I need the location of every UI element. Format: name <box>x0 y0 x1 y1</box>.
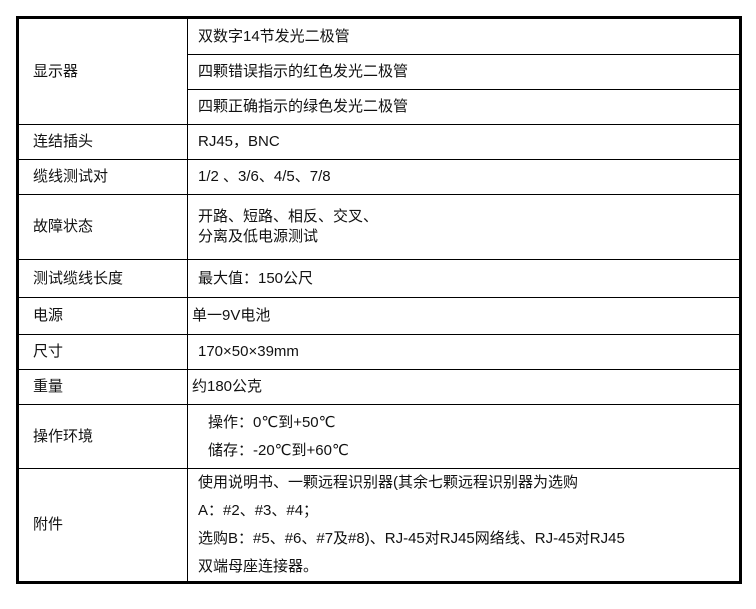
spec-label: 电源 <box>17 297 188 335</box>
table-row: 故障状态 开路、短路、相反、交叉、 分离及低电源测试 <box>17 194 741 260</box>
value-line: 使用说明书、一颗远程识别器(其余七颗远程识别器为选购 <box>198 474 578 491</box>
spec-label: 显示器 <box>17 17 188 125</box>
value-line: 双端母座连接器。 <box>198 558 319 575</box>
spec-table: 显示器 双数字14节发光二极管 四颗错误指示的红色发光二极管 四颗正确指示的绿色… <box>16 16 742 584</box>
spec-value: 单一9V电池 <box>187 297 741 335</box>
spec-value: 170×50×39mm <box>187 334 741 370</box>
value-line: 开路、短路、相反、交叉、 <box>198 208 379 225</box>
table-row: 缆线测试对 1/2 、3/6、4/5、7/8 <box>17 159 741 195</box>
spec-label: 操作环境 <box>17 404 188 469</box>
spec-label: 尺寸 <box>17 334 188 370</box>
spec-label: 连结插头 <box>17 124 188 160</box>
value-line: A：#2、#3、#4； <box>198 502 319 519</box>
table-row: 四颗错误指示的红色发光二极管 <box>18 54 741 90</box>
table-row: 尺寸 170×50×39mm <box>17 334 741 370</box>
spec-label: 测试缆线长度 <box>17 259 188 298</box>
spec-label: 缆线测试对 <box>17 159 188 195</box>
table-row: 测试缆线长度 最大值：150公尺 <box>17 259 741 298</box>
table-row: 连结插头 RJ45，BNC <box>17 124 741 160</box>
table-row: 四颗正确指示的绿色发光二极管 <box>18 89 741 125</box>
table-row: 显示器 双数字14节发光二极管 <box>17 17 741 125</box>
value-line: 选购B：#5、#6、#7及#8)、RJ-45对RJ45网络线、RJ-45对RJ4… <box>198 530 625 547</box>
spec-value: 约180公克 <box>187 369 741 405</box>
value-line: 分离及低电源测试 <box>198 228 319 245</box>
spec-value: 四颗错误指示的红色发光二极管 <box>187 54 741 90</box>
spec-label: 附件 <box>17 468 188 583</box>
value-line: 操作：0℃到+50℃ <box>208 413 336 431</box>
table-row: 重量 约180公克 <box>17 369 741 405</box>
table-row: 附件 使用说明书、一颗远程识别器(其余七颗远程识别器为选购 A：#2、#3、#4… <box>17 468 741 583</box>
spec-label: 重量 <box>17 369 188 405</box>
value-line: 储存：-20℃到+60℃ <box>208 441 349 459</box>
spec-value: 四颗正确指示的绿色发光二极管 <box>187 89 741 125</box>
table-row: 操作环境 操作：0℃到+50℃ 储存：-20℃到+60℃ <box>17 404 741 469</box>
spec-value: RJ45，BNC <box>187 124 741 160</box>
spec-label: 故障状态 <box>17 194 188 260</box>
spec-value: 最大值：150公尺 <box>187 259 741 298</box>
spec-value: 双数字14节发光二极管 <box>187 17 741 55</box>
table-row: 电源 单一9V电池 <box>17 297 741 335</box>
spec-value: 开路、短路、相反、交叉、 分离及低电源测试 <box>187 194 741 260</box>
spec-value: 1/2 、3/6、4/5、7/8 <box>187 159 741 195</box>
spec-value: 操作：0℃到+50℃ 储存：-20℃到+60℃ <box>187 404 741 469</box>
spec-value: 使用说明书、一颗远程识别器(其余七颗远程识别器为选购 A：#2、#3、#4； 选… <box>187 468 741 583</box>
